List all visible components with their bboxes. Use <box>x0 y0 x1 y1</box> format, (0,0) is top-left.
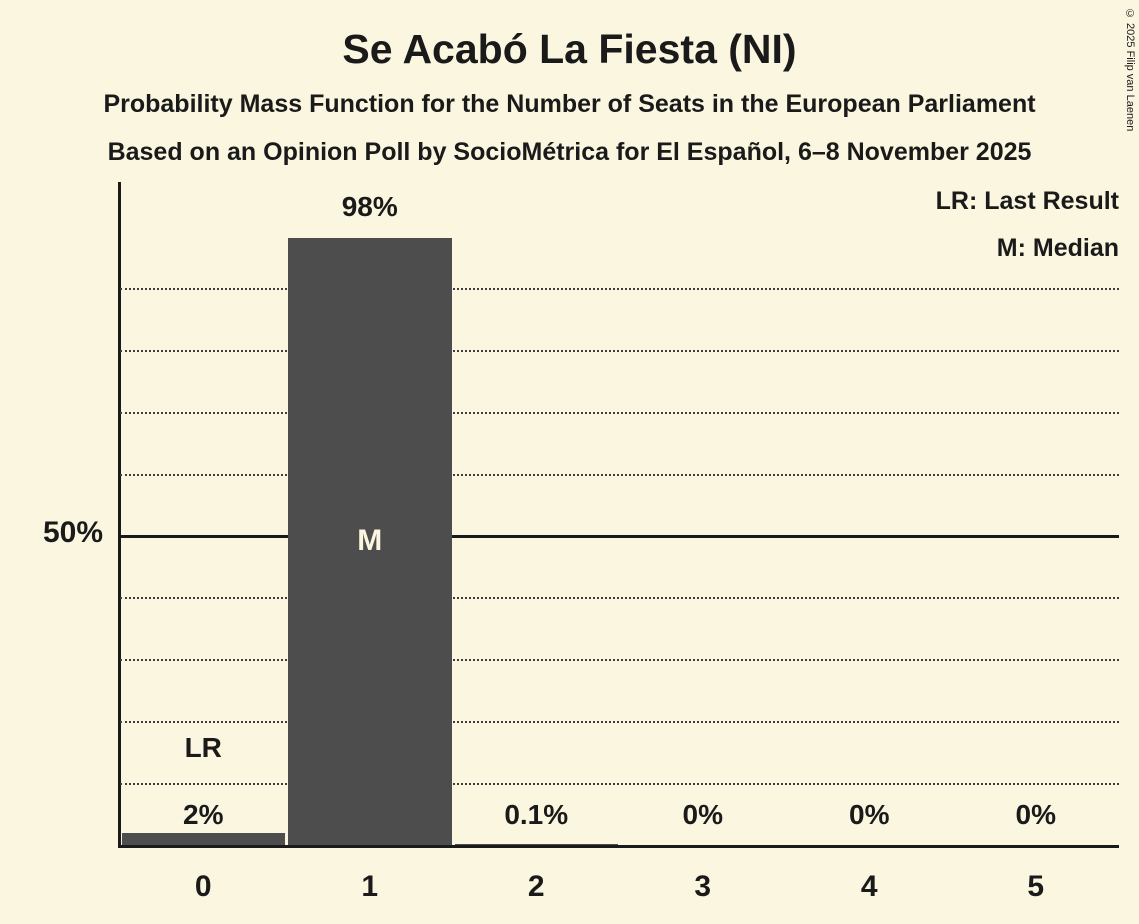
gridline-70-percent <box>120 411 1119 414</box>
x-axis-label-seats-2: 2 <box>527 870 545 903</box>
chart-subtitle: Probability Mass Function for the Number… <box>103 90 1036 118</box>
gridline-30-percent <box>120 659 1119 662</box>
value-label-seats-0: 2% <box>183 799 224 830</box>
bar-seats-2 <box>454 844 618 845</box>
x-axis <box>118 845 1119 848</box>
value-label-seats-3: 0% <box>682 799 723 830</box>
median-marker: M <box>357 523 383 557</box>
value-label-seats-4: 0% <box>849 799 890 830</box>
chart-title: Se Acabó La Fiesta (NI) <box>342 26 797 72</box>
last-result-marker: LR <box>184 732 222 763</box>
x-axis-label-seats-5: 5 <box>1027 870 1045 903</box>
x-axis-label-seats-3: 3 <box>694 870 712 903</box>
x-axis-label-seats-4: 4 <box>860 870 878 903</box>
copyright-notice: © 2025 Filip van Laenen <box>1124 8 1136 132</box>
chart-source-line: Based on an Opinion Poll by SocioMétrica… <box>107 138 1032 166</box>
gridline-20-percent <box>120 721 1119 724</box>
gridline-10-percent <box>120 783 1119 786</box>
x-axis-label-seats-0: 0 <box>194 870 212 903</box>
legend-median: M: Median <box>996 234 1119 262</box>
gridline-40-percent <box>120 597 1119 600</box>
x-axis-label-seats-1: 1 <box>361 870 379 903</box>
gridline-90-percent <box>120 287 1119 290</box>
gridline-60-percent <box>120 473 1119 476</box>
y-axis <box>118 182 121 848</box>
bar-seats-0 <box>121 832 285 845</box>
value-label-seats-2: 0.1% <box>504 799 569 830</box>
gridline-solid-50-percent <box>120 534 1119 538</box>
bar-seats-1 <box>288 238 452 845</box>
legend-last-result: LR: Last Result <box>935 187 1119 215</box>
gridline-80-percent <box>120 349 1119 352</box>
value-label-seats-5: 0% <box>1015 799 1056 830</box>
y-axis-tick-label: 50% <box>42 515 103 549</box>
value-label-seats-1: 98% <box>341 191 398 223</box>
